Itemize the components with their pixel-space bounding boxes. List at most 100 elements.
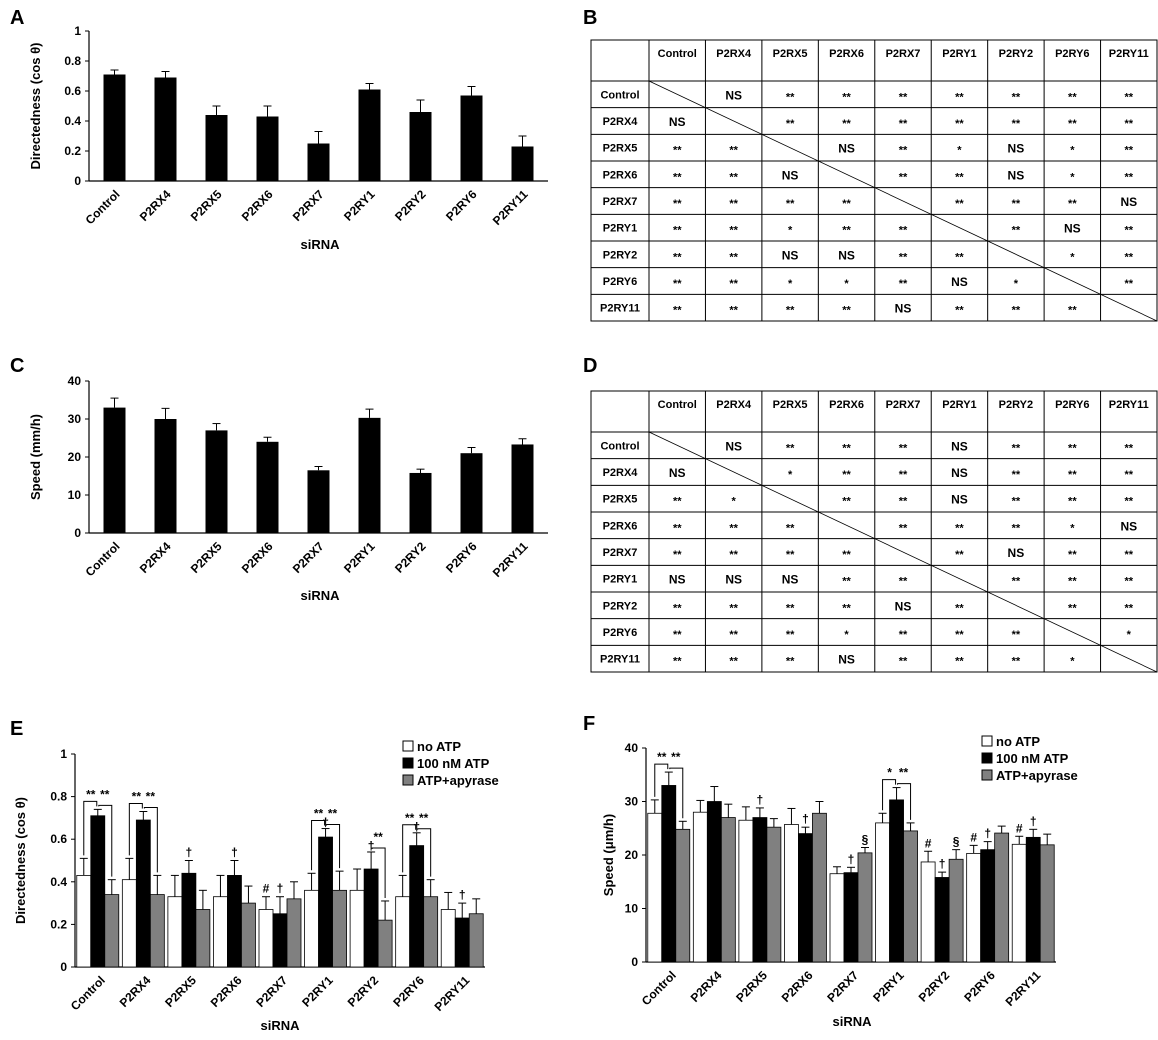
x-tick-label: P2RY2 xyxy=(392,539,429,576)
table-cell: ** xyxy=(1012,118,1021,130)
bar xyxy=(167,896,183,968)
table-cell: ** xyxy=(673,225,682,237)
table-row-header: P2RY1 xyxy=(603,223,637,235)
bar xyxy=(440,909,456,968)
table-cell: ** xyxy=(842,496,851,508)
bar xyxy=(256,441,279,533)
bar xyxy=(454,917,470,968)
table-cell: ** xyxy=(673,602,682,614)
y-tick-label: 10 xyxy=(68,488,82,502)
x-tick-label: P2RX6 xyxy=(239,539,276,576)
panel-label-d: D xyxy=(583,355,597,377)
table-cell: ** xyxy=(899,251,908,263)
table-cell: ** xyxy=(786,522,795,534)
x-tick-label: P2RY6 xyxy=(443,539,480,576)
y-tick-label: 0 xyxy=(60,960,67,974)
significance-bracket xyxy=(402,824,417,873)
significance-label: ** xyxy=(314,807,324,821)
x-tick-label: P2RY1 xyxy=(341,539,378,576)
bar xyxy=(675,828,691,963)
significance-bracket xyxy=(98,804,113,877)
bar xyxy=(149,894,165,968)
x-tick-label: P2RX5 xyxy=(188,187,225,224)
significance-label: ** xyxy=(373,830,383,844)
table-cell: ** xyxy=(842,198,851,210)
bar xyxy=(934,877,950,963)
significance-mark: † xyxy=(186,846,193,860)
bar xyxy=(903,830,918,963)
table-cell: ** xyxy=(899,522,908,534)
bar xyxy=(121,879,137,968)
y-tick-label: 1 xyxy=(60,747,67,761)
significance-label: ** xyxy=(328,807,338,821)
legend-label: 100 nM ATP xyxy=(996,751,1069,766)
table-cell: ** xyxy=(1068,118,1077,130)
panel-label-a: A xyxy=(10,7,24,29)
table-cell: ** xyxy=(673,496,682,508)
x-tick-label: P2RY6 xyxy=(443,187,480,224)
table-cell: ** xyxy=(1068,576,1077,588)
table-cell: ** xyxy=(899,145,908,157)
significance-mark: # xyxy=(263,882,270,896)
x-tick-label: Control xyxy=(83,187,123,227)
table-cell: ** xyxy=(955,251,964,263)
table-cell: * xyxy=(788,278,793,290)
table-cell: * xyxy=(957,145,962,157)
legend-swatch xyxy=(981,752,993,764)
table-cell: ** xyxy=(842,225,851,237)
table-cell: ** xyxy=(1124,225,1133,237)
bar xyxy=(423,896,439,968)
panel-label-c: C xyxy=(10,355,24,377)
table-cell: NS xyxy=(895,599,912,613)
bar xyxy=(920,861,936,963)
x-tick-label: P2RY1 xyxy=(870,968,907,1005)
bar xyxy=(349,889,365,968)
bar xyxy=(460,95,483,181)
bar xyxy=(154,77,177,181)
bar xyxy=(468,913,484,968)
bar xyxy=(994,832,1010,963)
table-cell: ** xyxy=(1012,305,1021,317)
y-tick-label: 0 xyxy=(74,174,81,188)
bar xyxy=(843,872,859,963)
bar xyxy=(181,872,197,968)
significance-bracket xyxy=(83,800,98,856)
significance-table-b: Control P2RX4 P2RX5 P2RX6 P2RX7 P2RY1 P2RY2 P2R… xyxy=(590,39,1158,322)
table-cell: NS xyxy=(782,248,799,262)
table-cell: * xyxy=(1014,278,1019,290)
table-cell: ** xyxy=(729,602,738,614)
x-tick-label: P2RY1 xyxy=(341,187,378,224)
significance-bracket xyxy=(311,820,326,871)
table-row-header: Control xyxy=(600,440,639,452)
table-cell: ** xyxy=(899,576,908,588)
table-cell: ** xyxy=(1012,442,1021,454)
significance-bracket xyxy=(897,783,912,820)
table-cell: ** xyxy=(842,469,851,481)
significance-mark: † xyxy=(848,852,855,866)
bar xyxy=(857,852,873,963)
x-tick-label: P2RX6 xyxy=(779,968,816,1005)
bar xyxy=(76,875,92,968)
significance-bracket xyxy=(326,824,341,869)
legend-label: no ATP xyxy=(996,734,1040,749)
table-cell: ** xyxy=(673,656,682,668)
table-cell: ** xyxy=(1124,549,1133,561)
table-cell: NS xyxy=(669,573,686,587)
table-cell: ** xyxy=(1124,118,1133,130)
table-cell: ** xyxy=(899,629,908,641)
significance-mark: † xyxy=(368,839,375,853)
table-cell: NS xyxy=(669,466,686,480)
table-cell: ** xyxy=(899,91,908,103)
panel-label-e: E xyxy=(10,718,23,740)
table-cell: NS xyxy=(1008,546,1025,560)
significance-mark: † xyxy=(413,820,420,834)
x-tick-label: P2RX4 xyxy=(688,968,725,1005)
table-cell: ** xyxy=(786,656,795,668)
y-tick-label: 1 xyxy=(74,24,81,38)
table-cell: ** xyxy=(1124,145,1133,157)
x-tick-label: P2RX7 xyxy=(253,973,290,1010)
bar xyxy=(980,849,996,963)
bar xyxy=(332,889,347,968)
bar xyxy=(511,146,534,181)
table-cell: ** xyxy=(729,251,738,263)
